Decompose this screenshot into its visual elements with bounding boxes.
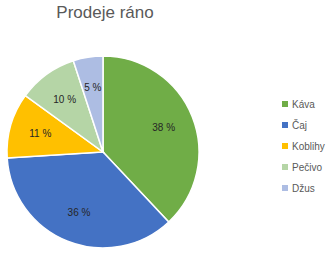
legend-swatch <box>282 143 288 149</box>
legend-label: Koblihy <box>292 141 325 152</box>
chart-title: Prodeje ráno <box>56 3 153 22</box>
legend-item: Káva <box>282 99 315 110</box>
legend-label: Káva <box>292 99 315 110</box>
pie-slice <box>7 152 169 248</box>
chart: Prodeje ráno 38 % 36 % 11 % 10 % 5 % Káva Čaj Ko… <box>0 0 331 257</box>
data-label: 11 % <box>29 128 51 139</box>
legend-item: Koblihy <box>282 141 325 152</box>
legend-item: Čaj <box>282 119 307 131</box>
legend-swatch <box>282 101 288 107</box>
data-label: 38 % <box>152 122 175 133</box>
data-label: 36 % <box>68 207 91 218</box>
legend-swatch <box>282 122 288 128</box>
legend-label: Čaj <box>292 119 307 131</box>
legend-swatch <box>282 164 288 170</box>
data-label: 5 % <box>84 82 101 93</box>
pie-slice <box>73 56 103 152</box>
legend-label: Džus <box>292 183 315 194</box>
legend-label: Pečivo <box>292 162 322 173</box>
legend-item: Džus <box>282 183 315 194</box>
pie <box>7 56 199 248</box>
legend-item: Pečivo <box>282 162 322 173</box>
legend: Káva Čaj Koblihy Pečivo Džus <box>282 99 325 194</box>
data-label: 10 % <box>53 94 76 105</box>
legend-swatch <box>282 185 288 191</box>
data-labels: 38 % 36 % 11 % 10 % 5 % <box>29 82 175 218</box>
